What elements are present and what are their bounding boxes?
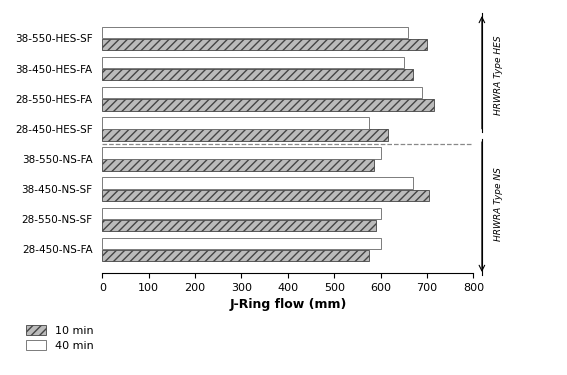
Bar [103,57,404,68]
Bar [103,87,422,99]
Text: HRWRA Type HES: HRWRA Type HES [494,35,503,115]
Bar [103,220,376,231]
Bar [103,117,369,129]
Bar [103,177,413,189]
Bar [103,129,388,141]
Legend: 10 min, 40 min: 10 min, 40 min [26,325,94,351]
Bar [103,99,434,111]
Text: HRWRA Type NS: HRWRA Type NS [494,167,503,241]
Bar [103,189,429,201]
Bar [103,39,427,50]
X-axis label: J-Ring flow (mm): J-Ring flow (mm) [229,298,346,311]
Bar [103,250,369,261]
Bar [103,159,374,171]
Bar [103,238,380,249]
Bar [103,69,413,80]
Bar [103,208,380,219]
Bar [103,147,380,159]
Bar [103,27,408,38]
